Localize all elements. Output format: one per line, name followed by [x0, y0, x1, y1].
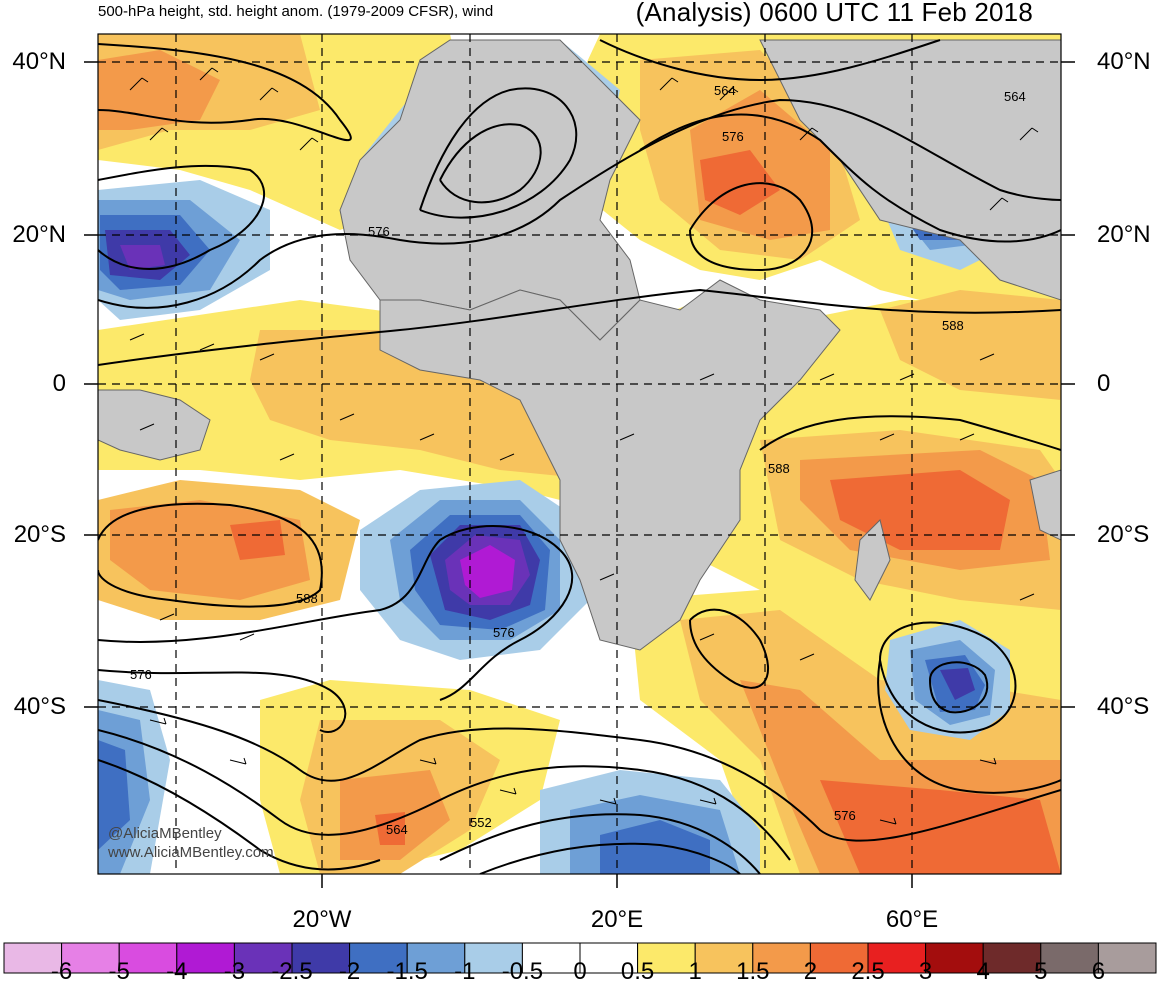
- contour-label: 576: [834, 808, 856, 823]
- credit-text: @AliciaMBentley www.AliciaMBentley.com: [108, 824, 274, 862]
- colorbar-tick-label: 1: [688, 958, 702, 985]
- contour-label: 576: [368, 224, 390, 239]
- lon-label: 20°E: [590, 906, 644, 933]
- colorbar-tick-label: -0.5: [501, 958, 544, 985]
- lat-label-left: 20°S: [13, 521, 66, 548]
- height-contours: [98, 39, 1061, 874]
- grid-lines: [98, 34, 1061, 874]
- colorbar-swatch: [291, 942, 351, 974]
- contour-labels: 564 576 564 576 588 588 576 588 576 576 …: [130, 83, 1026, 837]
- map-title: (Analysis) 0600 UTC 11 Feb 2018: [635, 0, 1033, 27]
- contour-label: 576: [493, 625, 515, 640]
- colorbar-swatch: [982, 942, 1042, 974]
- colorbar-swatch: [176, 942, 235, 974]
- lat-label-left: 20°N: [12, 221, 66, 248]
- contour-label: 552: [470, 815, 492, 830]
- lat-label-right: 20°N: [1097, 221, 1151, 248]
- colorbar-swatch: [752, 942, 811, 974]
- lat-label-right: 40°N: [1097, 48, 1151, 75]
- colorbar-swatch: [3, 942, 63, 974]
- contour-label: 564: [714, 83, 736, 98]
- colorbar-swatch: [637, 942, 696, 974]
- lon-label: 60°E: [885, 906, 939, 933]
- colorbar-tick-label: 2: [803, 958, 818, 985]
- contour-label: 576: [130, 667, 152, 682]
- contour-label: 576: [722, 129, 744, 144]
- contour-label: 588: [768, 461, 790, 476]
- land-masses: [98, 39, 1061, 651]
- colorbar-swatch: [1040, 942, 1099, 974]
- colorbar-tick-label: 2.5: [851, 958, 885, 985]
- colorbar-tick-label: -1.5: [386, 958, 428, 985]
- colorbar-tick-label: -2: [338, 958, 361, 985]
- colorbar-swatch: [694, 942, 754, 974]
- lat-label-right: 0: [1097, 370, 1111, 397]
- colorbar-tick-label: -6: [50, 958, 73, 985]
- colorbar-swatch: [1097, 942, 1157, 974]
- colorbar-tick-label: 0: [573, 958, 587, 985]
- colorbar-swatch: [406, 942, 466, 974]
- colorbar-swatch: [118, 942, 178, 974]
- colorbar-swatch: [349, 942, 408, 974]
- wind-barbs: [129, 67, 1039, 825]
- lat-label-left: 40°N: [12, 48, 66, 75]
- contour-label: 588: [296, 591, 318, 606]
- colorbar-swatch: [61, 942, 120, 974]
- colorbar-tick-label: 3: [918, 958, 933, 985]
- colorbar-swatch: [521, 942, 581, 974]
- contour-label: 564: [1004, 89, 1026, 104]
- colorbar-tick-label: -3: [223, 958, 246, 985]
- colorbar-swatch: [579, 942, 639, 974]
- colorbar-tick-label: 5: [1034, 958, 1048, 985]
- map-subtitle: 500-hPa height, std. height anom. (1979-…: [98, 3, 494, 20]
- contour-label: 588: [942, 318, 964, 333]
- credit-handle: @AliciaMBentley: [108, 825, 222, 842]
- lat-label-left: 0: [52, 370, 66, 397]
- lat-label-right: 20°S: [1097, 521, 1150, 548]
- colorbar-tick-label: 1.5: [736, 958, 770, 985]
- contour-label: 564: [386, 822, 408, 837]
- lat-label-left: 40°S: [13, 693, 66, 720]
- lat-label-right: 40°S: [1097, 693, 1150, 720]
- credit-url: www.AliciaMBentley.com: [108, 844, 274, 861]
- colorbar-tick-label: 6: [1091, 958, 1106, 985]
- colorbar: [3, 942, 1157, 974]
- axis-ticks: [84, 61, 1075, 888]
- colorbar-tick-label: -2.5: [271, 958, 313, 985]
- colorbar-tick-label: -1: [454, 958, 476, 985]
- map-frame: [97, 33, 1062, 875]
- colorbar-swatch: [867, 942, 927, 974]
- lon-label: 20°W: [292, 906, 352, 933]
- colorbar-tick-label: 4: [976, 958, 990, 985]
- colorbar-tick-label: 0.5: [620, 958, 655, 985]
- colorbar-tick-label: -5: [108, 958, 130, 985]
- colorbar-tick-label: -4: [166, 958, 188, 985]
